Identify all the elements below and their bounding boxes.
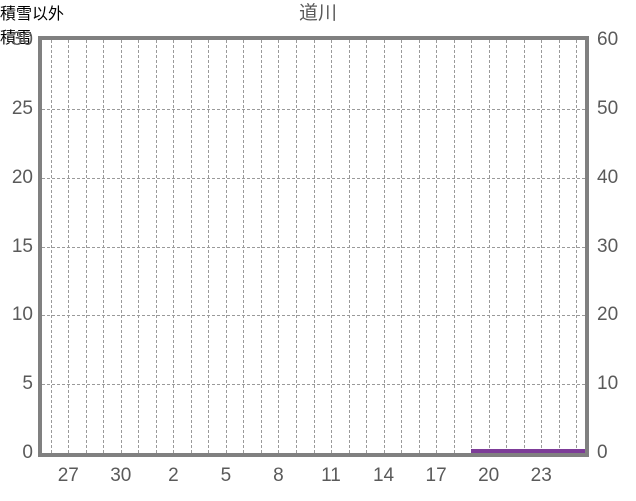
chart-title: 道川: [298, 3, 337, 24]
y-tick-label-right: 0: [597, 442, 608, 463]
x-tick-label: 14: [372, 465, 395, 486]
right-axis-title: 積雪: [0, 30, 33, 47]
gridline-horizontal: [42, 315, 585, 317]
gridline-horizontal: [42, 177, 585, 179]
x-tick-label: 11: [321, 465, 341, 486]
y-tick-label-left: 10: [11, 304, 33, 326]
y-tick-label-left: 20: [11, 166, 33, 188]
series-segment-積雪: [558, 449, 577, 453]
y-tick-label-left: 5: [22, 373, 33, 395]
y-tick-label-left: 30: [11, 29, 33, 50]
x-tick-label: 5: [220, 465, 232, 486]
plot-inner: [42, 40, 585, 453]
y-tick-label-left: 15: [11, 235, 33, 257]
x-tick-label: 8: [273, 465, 284, 486]
y-tick-label-right: 10: [597, 373, 619, 395]
x-tick-label: 2: [168, 465, 179, 486]
series-segment-積雪: [488, 449, 507, 453]
y-tick-label-right: 50: [597, 97, 619, 119]
x-tick-label: 17: [425, 465, 447, 486]
y-tick-label-right: 20: [597, 304, 619, 326]
y-tick-label-right: 30: [597, 235, 619, 257]
gridline-horizontal: [42, 384, 585, 386]
gridline-horizontal: [42, 246, 585, 248]
left-axis-title: 積雪以外: [0, 6, 65, 23]
y-tick-label-right: 40: [597, 166, 619, 188]
series-segment-積雪: [471, 449, 489, 453]
x-tick-label: 30: [110, 465, 132, 486]
y-tick-label-left: 25: [11, 97, 33, 119]
plot-area: [38, 36, 589, 457]
series-segment-積雪: [523, 449, 542, 453]
x-tick-label: 23: [530, 465, 552, 486]
series-segment-積雪: [576, 449, 585, 453]
series-segment-積雪: [506, 449, 524, 453]
y-tick-label-right: 60: [597, 29, 619, 50]
y-tick-label-left: 0: [22, 442, 33, 463]
x-tick-label: 27: [57, 465, 79, 486]
gridline-horizontal: [42, 108, 585, 110]
x-tick-label: 20: [478, 465, 500, 486]
series-segment-積雪: [541, 449, 559, 453]
